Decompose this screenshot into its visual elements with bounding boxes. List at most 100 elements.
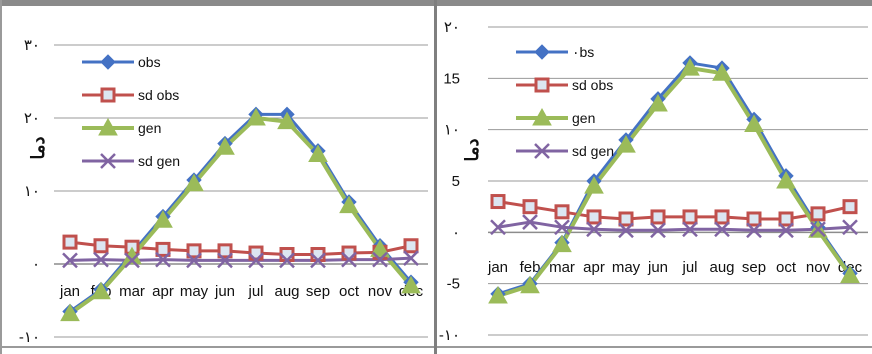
data-point bbox=[248, 252, 264, 269]
y-tick-label: ۲۰ bbox=[24, 110, 40, 127]
data-point bbox=[341, 245, 357, 261]
x-tick-label: oct bbox=[776, 259, 797, 276]
x-tick-label: mar bbox=[119, 283, 145, 300]
legend-marker bbox=[100, 54, 116, 70]
data-point bbox=[153, 210, 173, 228]
data-point bbox=[62, 252, 78, 269]
y-tick-label: ۳۰ bbox=[24, 37, 40, 54]
data-point bbox=[488, 285, 508, 304]
series-line bbox=[69, 240, 412, 257]
y-tick-label: ۱۰ bbox=[444, 122, 460, 139]
data-point bbox=[308, 144, 328, 162]
x-tick-label: apr bbox=[152, 283, 174, 300]
data-point bbox=[714, 209, 730, 225]
series-line bbox=[497, 66, 852, 298]
series-line bbox=[497, 220, 851, 232]
x-tick-label: sep bbox=[306, 283, 330, 300]
right-chart-panel: -۱۰ -5 ۰ 5 ۱۰ 15 ۲۰ دما jan feb mar apr may jun jul aug… bbox=[436, 0, 872, 354]
right-chart: -۱۰ -5 ۰ 5 ۱۰ 15 ۲۰ دما jan feb mar apr may jun jul aug… bbox=[439, 19, 868, 344]
data-point bbox=[522, 214, 538, 230]
data-point bbox=[372, 251, 388, 268]
series-line bbox=[69, 256, 412, 262]
x-tick-label: may bbox=[180, 283, 209, 300]
y-tick-label: ۰ bbox=[32, 256, 40, 273]
data-point bbox=[60, 303, 80, 322]
data-point bbox=[339, 195, 359, 214]
legend-marker bbox=[98, 117, 118, 136]
data-point bbox=[584, 176, 604, 194]
data-point bbox=[246, 107, 266, 126]
x-tick-label: jun bbox=[647, 259, 668, 276]
x-tick-label: oct bbox=[339, 283, 360, 300]
legend-marker bbox=[534, 77, 550, 93]
legend-marker bbox=[100, 87, 116, 103]
x-tick-label: feb bbox=[520, 259, 541, 276]
data-point bbox=[650, 209, 666, 225]
legend-marker bbox=[534, 44, 550, 60]
legend-label: ۰bs bbox=[572, 44, 594, 60]
data-point bbox=[618, 222, 634, 239]
y-axis-title: دما bbox=[462, 138, 482, 161]
x-tick-label: jul bbox=[681, 259, 697, 276]
data-point bbox=[616, 135, 636, 153]
data-point bbox=[184, 173, 204, 192]
data-point bbox=[746, 211, 762, 227]
y-tick-label: -۱۰ bbox=[439, 327, 460, 344]
x-tick-label: apr bbox=[583, 259, 605, 276]
data-point bbox=[776, 170, 796, 189]
data-point bbox=[490, 219, 506, 236]
data-point bbox=[93, 238, 109, 254]
legend-label: gen bbox=[572, 110, 595, 126]
x-tick-label: nov bbox=[806, 259, 831, 276]
data-point bbox=[341, 251, 357, 268]
legend-label: gen bbox=[138, 120, 161, 136]
data-point bbox=[490, 194, 506, 210]
legend: ۰bs sd obs gen sd gen bbox=[516, 44, 614, 159]
data-point bbox=[403, 250, 419, 267]
legend-marker bbox=[100, 153, 116, 169]
x-tick-label: may bbox=[612, 259, 641, 276]
data-point bbox=[217, 252, 233, 269]
frame-left-line bbox=[0, 0, 2, 354]
legend-label: sd gen bbox=[138, 153, 180, 169]
data-point bbox=[554, 219, 570, 236]
data-point bbox=[778, 211, 794, 227]
y-tick-label: ۰ bbox=[452, 224, 460, 241]
data-point bbox=[680, 58, 700, 76]
data-point bbox=[586, 221, 602, 238]
data-point bbox=[746, 222, 762, 239]
data-point bbox=[744, 114, 764, 133]
data-point bbox=[215, 137, 235, 155]
data-point bbox=[522, 199, 538, 215]
data-point bbox=[155, 251, 171, 268]
data-point bbox=[682, 209, 698, 225]
data-point bbox=[714, 221, 730, 238]
data-point bbox=[124, 252, 140, 269]
data-point bbox=[586, 209, 602, 225]
x-tick-label: aug bbox=[274, 283, 299, 300]
x-tick-label: sep bbox=[742, 259, 766, 276]
legend-marker bbox=[534, 143, 550, 159]
y-tick-label: ۱۰ bbox=[24, 183, 40, 200]
data-point bbox=[554, 204, 570, 220]
data-point bbox=[650, 222, 666, 239]
data-point bbox=[370, 239, 390, 257]
data-point bbox=[277, 111, 297, 130]
data-point bbox=[62, 234, 78, 250]
x-tick-label: nov bbox=[368, 283, 393, 300]
series-line bbox=[69, 112, 413, 313]
data-point bbox=[842, 219, 858, 236]
data-point bbox=[842, 199, 858, 215]
x-tick-label: mar bbox=[549, 259, 575, 276]
data-point bbox=[279, 252, 295, 269]
data-point bbox=[552, 234, 572, 253]
x-tick-label: jan bbox=[487, 259, 508, 276]
data-point bbox=[186, 252, 202, 269]
data-point bbox=[310, 252, 326, 269]
data-point bbox=[810, 221, 826, 238]
data-point bbox=[840, 265, 860, 283]
x-tick-label: jun bbox=[214, 283, 235, 300]
legend-label: sd obs bbox=[138, 87, 179, 103]
legend-marker bbox=[532, 107, 552, 126]
legend-label: obs bbox=[138, 54, 161, 70]
